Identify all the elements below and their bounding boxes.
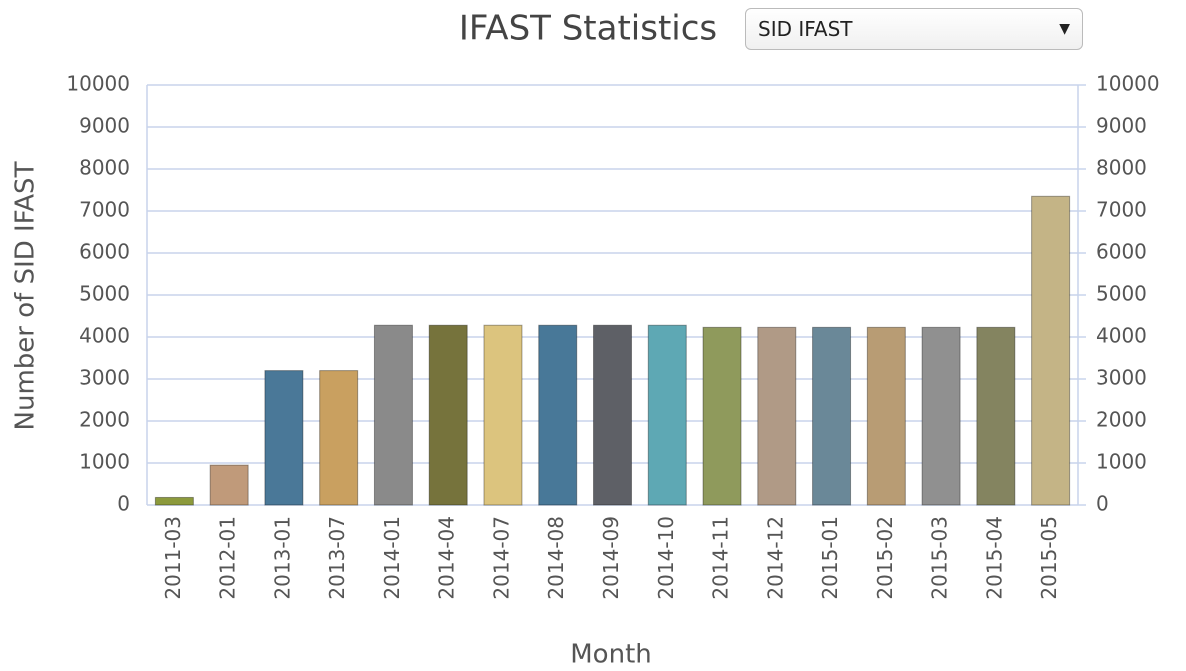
- bar: [264, 370, 304, 506]
- x-tick-label: 2015-05: [1037, 516, 1061, 600]
- bar: [483, 324, 523, 506]
- bar: [1031, 195, 1071, 506]
- bar: [209, 464, 249, 506]
- chart-title: IFAST Statistics: [459, 9, 717, 49]
- x-tick-label: 2015-01: [818, 516, 842, 600]
- y2-tick-label: 2000: [1096, 408, 1147, 432]
- bar: [812, 326, 852, 506]
- series-dropdown[interactable]: SID IFAST ▼: [745, 8, 1083, 50]
- y2-tick-label: 0: [1096, 492, 1109, 516]
- x-tick-label: 2015-04: [982, 516, 1006, 600]
- bar: [866, 326, 906, 506]
- y-tick-label: 6000: [79, 240, 130, 264]
- y-tick-label: 5000: [79, 282, 130, 306]
- x-tick-label: 2014-09: [599, 516, 623, 600]
- x-tick-label: 2013-07: [325, 516, 349, 600]
- y-tick-label: 2000: [79, 408, 130, 432]
- y2-tick-label: 3000: [1096, 366, 1147, 390]
- bar: [921, 326, 961, 506]
- bar: [373, 324, 413, 506]
- y-tick-label: 9000: [79, 114, 130, 138]
- x-tick-label: 2014-04: [435, 516, 459, 600]
- x-tick-label: 2012-01: [216, 516, 240, 600]
- dropdown-text: SID IFAST: [758, 17, 853, 41]
- bar: [319, 370, 359, 506]
- y2-tick-label: 4000: [1096, 324, 1147, 348]
- x-tick-label: 2013-01: [270, 516, 294, 600]
- x-axis-label: Month: [570, 640, 652, 670]
- y-axis-label: Number of SID IFAST: [11, 161, 41, 430]
- y2-tick-label: 9000: [1096, 114, 1147, 138]
- x-tick-label: 2015-02: [873, 516, 897, 600]
- x-tick-label: 2014-11: [709, 516, 733, 600]
- bar: [647, 324, 687, 506]
- bar: [428, 324, 468, 506]
- y-tick-label: 0: [117, 492, 130, 516]
- bar: [702, 326, 742, 506]
- y-tick-label: 10000: [66, 72, 130, 96]
- x-tick-label: 2014-10: [654, 516, 678, 600]
- y2-tick-label: 1000: [1096, 450, 1147, 474]
- x-tick-label: 2014-08: [544, 516, 568, 600]
- x-tick-label: 2011-03: [161, 516, 185, 600]
- bar: [593, 324, 632, 506]
- y-tick-label: 7000: [79, 198, 130, 222]
- y2-tick-label: 6000: [1096, 240, 1147, 264]
- y2-tick-label: 5000: [1096, 282, 1147, 306]
- y2-tick-label: 7000: [1096, 198, 1147, 222]
- bar: [976, 326, 1016, 506]
- bar: [757, 326, 797, 506]
- y2-tick-label: 10000: [1096, 72, 1160, 96]
- x-tick-label: 2014-12: [763, 516, 787, 600]
- dropdown-arrow: ▼: [1059, 21, 1070, 37]
- bar: [538, 324, 578, 506]
- y-tick-label: 3000: [79, 366, 130, 390]
- x-tick-label: 2014-01: [380, 516, 404, 600]
- x-tick-label: 2015-03: [928, 516, 952, 600]
- y-tick-label: 8000: [79, 156, 130, 180]
- y-tick-label: 1000: [79, 450, 130, 474]
- x-tick-label: 2014-07: [489, 516, 513, 600]
- bar: [154, 496, 194, 506]
- y-tick-label: 4000: [79, 324, 130, 348]
- y2-tick-label: 8000: [1096, 156, 1147, 180]
